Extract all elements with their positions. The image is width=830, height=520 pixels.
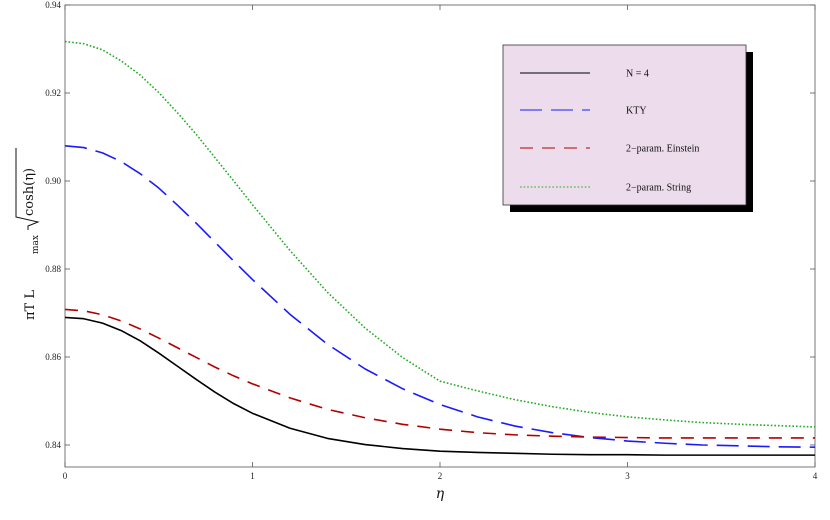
legend-label-2: 2−param. Einstein [626, 144, 699, 155]
y-axis-title-subscript: max [31, 235, 41, 254]
x-tick-label: 2 [438, 471, 443, 481]
series-line-2 [64, 308, 815, 439]
x-tick-label: 1 [250, 471, 255, 481]
y-axis-title-sqrt: cosh(η) [22, 168, 37, 216]
series-lines [64, 40, 816, 456]
y-axis-title-main: πT L [23, 290, 38, 320]
y-tick-label: 0.92 [45, 88, 61, 98]
legend-items: N = 4 KTY 2−param. Einstein 2−param. String [520, 69, 699, 194]
x-tick-label: 4 [813, 471, 818, 481]
x-tick-label: 3 [625, 471, 630, 481]
legend-label-1: KTY [626, 106, 647, 117]
y-tick-label: 0.94 [45, 0, 61, 10]
y-axis-sqrt-symbol [15, 148, 40, 230]
legend: N = 4 KTY 2−param. Einstein 2−param. String [502, 44, 753, 212]
legend-label-0: N = 4 [626, 69, 649, 80]
series-line-0 [64, 316, 815, 456]
x-tick-label: 0 [63, 471, 68, 481]
series-line-3 [64, 40, 816, 428]
y-tick-label: 0.84 [45, 440, 61, 450]
x-axis-title: η [436, 486, 445, 502]
ticks: 0 1 2 3 4 0.84 0.86 0.88 0.90 0.92 0.94 [45, 0, 818, 481]
series-line-1 [64, 145, 816, 448]
legend-box [502, 44, 747, 206]
y-tick-label: 0.86 [45, 352, 61, 362]
y-tick-label: 0.90 [45, 176, 61, 186]
y-axis-title: πT L max cosh(η) [15, 148, 41, 320]
y-tick-label: 0.88 [45, 264, 61, 274]
legend-label-3: 2−param. String [626, 183, 691, 194]
